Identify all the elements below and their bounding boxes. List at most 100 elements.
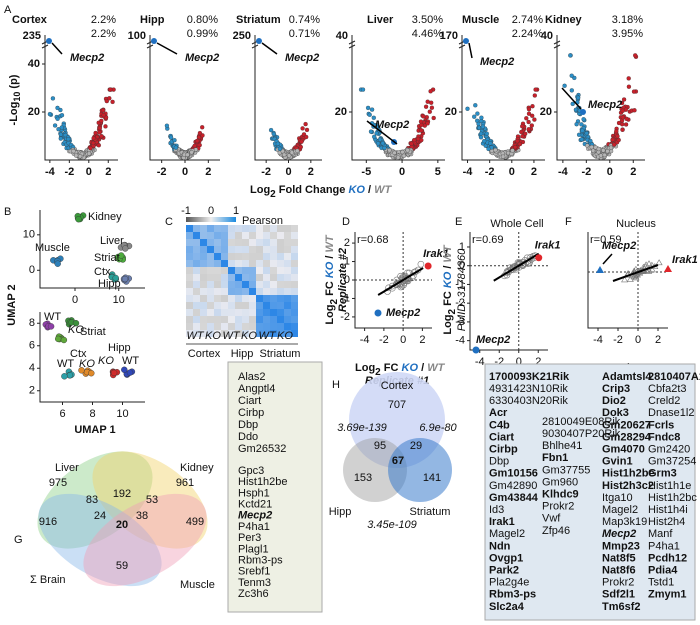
point [429, 105, 435, 110]
gene-name: Bhlhe41 [542, 440, 582, 452]
point [91, 136, 96, 141]
cluster-label: Striat [94, 252, 120, 264]
gene-name: Gvin1 [602, 456, 633, 468]
heatmap-cell [284, 323, 291, 330]
heatmap-cell [186, 232, 193, 239]
regression-line [612, 264, 659, 282]
set-label: Kidney [180, 462, 214, 474]
axis [39, 210, 145, 289]
heatmap-cell [235, 225, 242, 232]
percent-up: 4.46% [412, 28, 443, 40]
heatmap-cell [291, 274, 298, 281]
scale-label: -1 [181, 205, 191, 217]
heatmap-cell [277, 246, 284, 253]
heatmap-cell [256, 281, 263, 288]
y-tick-label: -1 [455, 278, 465, 290]
axis-label: UMAP 1 [74, 424, 115, 436]
heatmap-cell [263, 274, 270, 281]
point [524, 116, 529, 121]
tissue-label: Hipp [231, 348, 254, 360]
heatmap-cell [186, 330, 193, 337]
heatmap-cell [249, 323, 256, 330]
heatmap-cell [242, 260, 249, 267]
heatmap-cell [270, 281, 277, 288]
heatmap-cell [277, 281, 284, 288]
heatmap-cell [221, 274, 228, 281]
cluster-point [121, 366, 128, 373]
y-tick-label: 10 [23, 229, 35, 241]
gene-name: Map3k19 [602, 516, 647, 528]
p-value: 6.9e-80 [419, 422, 457, 434]
heatmap-cell [221, 288, 228, 295]
heatmap-cell [277, 253, 284, 260]
point [476, 121, 481, 127]
heatmap-cell [263, 295, 270, 302]
point [108, 87, 113, 92]
heatmap-cell [214, 260, 221, 267]
venn-count: 141 [423, 472, 441, 484]
heatmap-cell [249, 302, 256, 309]
cluster-label: Kidney [88, 211, 122, 223]
point [423, 104, 429, 109]
point [59, 113, 65, 118]
point [97, 130, 102, 135]
heatmap-cell [228, 302, 235, 309]
venn-count: 83 [86, 494, 98, 506]
heatmap-cell [235, 309, 242, 316]
heatmap-cell [270, 246, 277, 253]
gene-name: C4b [489, 419, 510, 431]
point [615, 134, 620, 139]
heatmap-cell [221, 316, 228, 323]
heatmap-cell [277, 260, 284, 267]
heatmap-cell [291, 281, 298, 288]
x-tick-label: 0 [400, 334, 406, 346]
x-tick-label: 0 [635, 334, 641, 346]
heatmap-cell [228, 295, 235, 302]
venn-count: 29 [410, 440, 422, 452]
heatmap-cell [284, 253, 291, 260]
point [299, 139, 304, 144]
y-tick-label: 0 [344, 274, 350, 286]
percent-down: 2.2% [91, 14, 116, 26]
r-value: r=0.68 [357, 234, 389, 246]
label-part: KO [324, 261, 336, 278]
point [488, 141, 493, 146]
point [197, 130, 203, 136]
point [633, 53, 638, 58]
percent-up: 2.2% [91, 28, 116, 40]
tissue-name: Muscle [462, 14, 499, 26]
heatmap-cell [277, 288, 284, 295]
heatmap-cell [221, 302, 228, 309]
heatmap-cell [242, 253, 249, 260]
cluster-label: Muscle [35, 242, 70, 254]
point [642, 261, 650, 268]
column-label: WT [258, 330, 276, 342]
heatmap-cell [207, 316, 214, 323]
gene-name: P4ha1 [238, 521, 270, 533]
x-tick-label: 0 [399, 166, 405, 178]
heatmap-cell [284, 267, 291, 274]
heatmap-cell [270, 267, 277, 274]
heatmap-cell [214, 295, 221, 302]
gene-name: 1700093K21Rik [489, 371, 570, 383]
heatmap-cell [249, 232, 256, 239]
arrow [51, 42, 63, 55]
heatmap-cell [228, 323, 235, 330]
point [478, 131, 484, 136]
heatmap-cell [256, 302, 263, 309]
heatmap-cell [214, 225, 221, 232]
heatmap-cell [249, 274, 256, 281]
heatmap-cell [214, 239, 221, 246]
cluster-label: WT [44, 311, 61, 323]
heatmap-cell [263, 232, 270, 239]
heatmap-cell [193, 281, 200, 288]
point [295, 148, 300, 153]
heatmap-cell [263, 330, 270, 337]
heatmap-cell [270, 330, 277, 337]
gene-annotation: Irak1 [423, 248, 449, 260]
point [55, 116, 60, 121]
heatmap-cell [200, 288, 207, 295]
label-part: KO [402, 362, 419, 374]
point [99, 118, 104, 124]
heatmap-cell [200, 316, 207, 323]
